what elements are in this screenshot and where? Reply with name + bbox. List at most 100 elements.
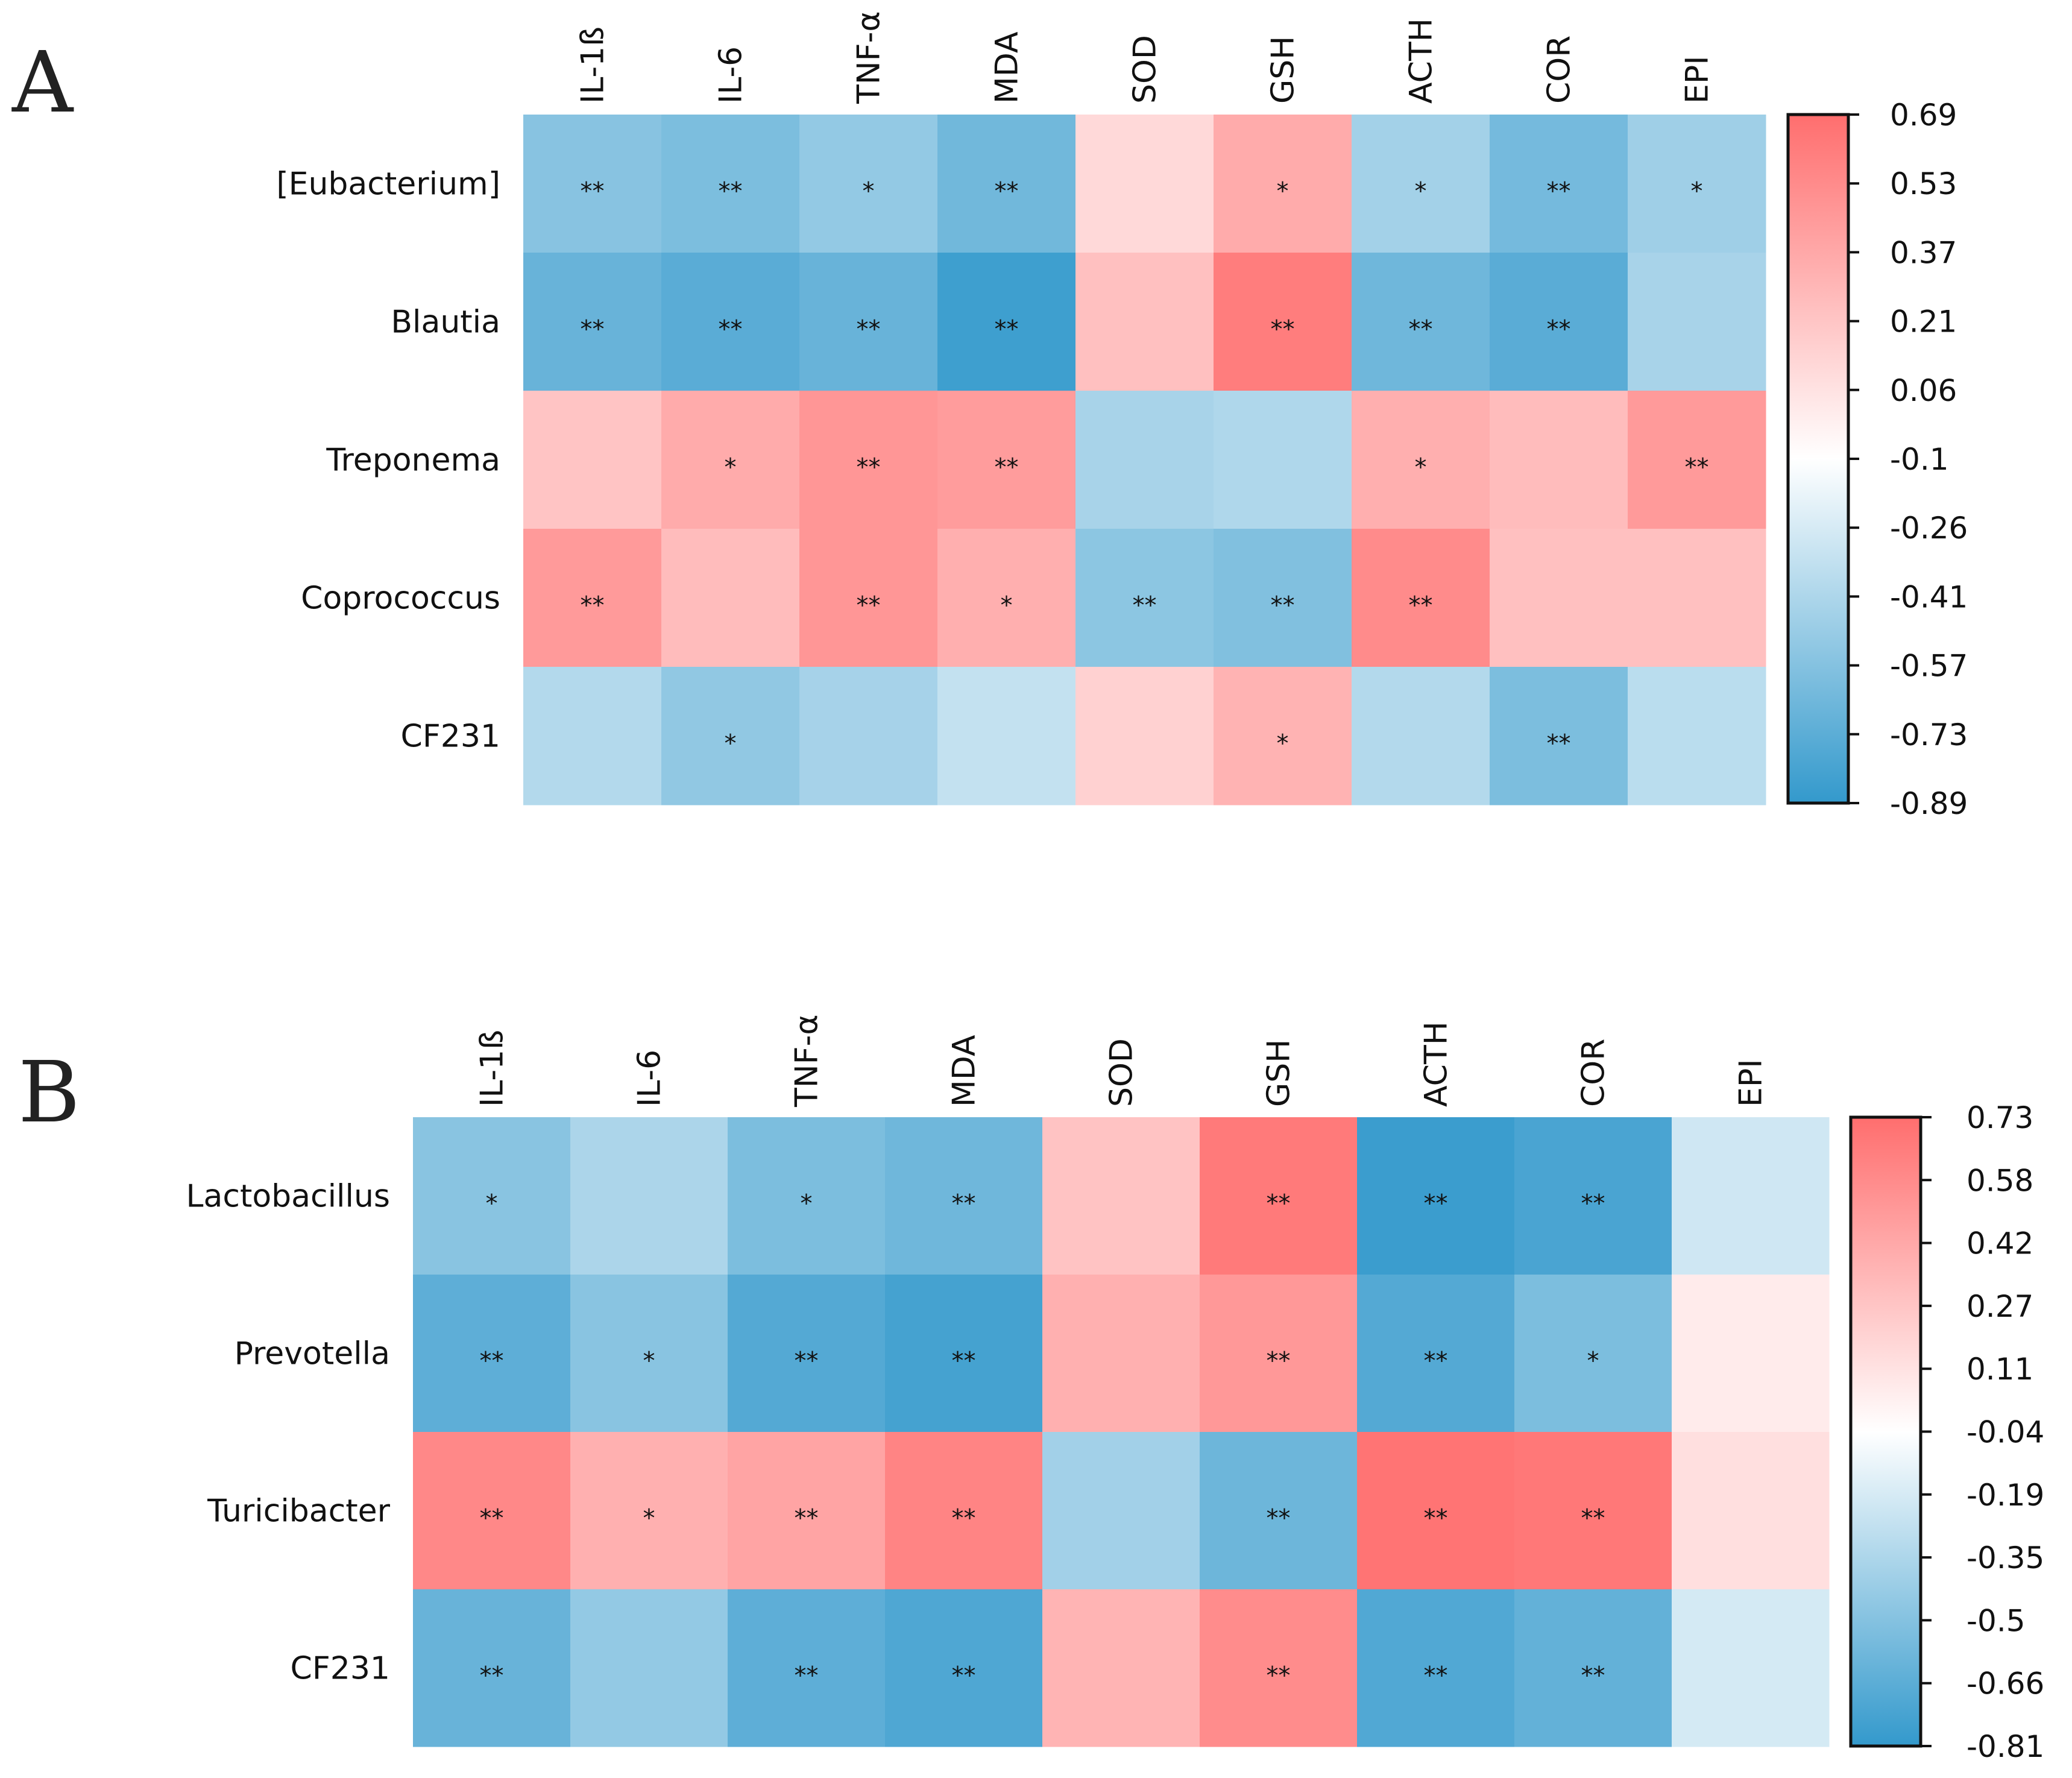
heatmap-cell — [1490, 115, 1628, 253]
column-label: IL-6 — [713, 46, 749, 104]
significance-marker: ** — [480, 1505, 504, 1533]
heatmap-cell — [1514, 1589, 1672, 1747]
heatmap-panel-b: B IL-1ß IL-6 TNF-α MDA SOD GSH ACTH COR EPI Lactob… — [18, 1014, 2044, 1764]
row-label: Turicibacter — [207, 1493, 391, 1530]
significance-marker: ** — [1271, 316, 1295, 344]
column-label: TNF-α — [789, 1014, 825, 1108]
heatmap-cell — [413, 1117, 571, 1275]
significance-marker: * — [725, 730, 737, 758]
heatmap-cell — [885, 1432, 1043, 1590]
significance-marker: ** — [995, 316, 1019, 344]
heatmap-cell — [1352, 667, 1490, 805]
significance-marker: * — [1587, 1348, 1599, 1375]
colorbar-tick-label: -0.26 — [1890, 511, 1968, 546]
significance-marker: ** — [857, 454, 881, 482]
heatmap-cell — [1490, 529, 1628, 667]
heatmap-cell — [1042, 1275, 1200, 1433]
significance-marker: ** — [952, 1662, 976, 1690]
column-label: EPI — [1680, 55, 1716, 104]
significance-marker: * — [643, 1505, 655, 1533]
heatmap-cell — [1075, 529, 1214, 667]
heatmap-cell — [1357, 1589, 1515, 1747]
heatmap-cell — [1672, 1589, 1830, 1747]
significance-marker: ** — [1685, 454, 1709, 482]
colorbar-tick-label: -0.35 — [1967, 1540, 2044, 1575]
significance-marker: ** — [952, 1348, 976, 1375]
heatmap-cell — [1214, 391, 1352, 529]
significance-marker: ** — [1547, 730, 1571, 758]
heatmap-cell — [413, 1275, 571, 1433]
heatmap-cell — [1352, 391, 1490, 529]
heatmap-cell — [937, 529, 1076, 667]
heatmap-cell — [661, 667, 800, 805]
heatmap-cell — [885, 1117, 1043, 1275]
heatmap-cell — [885, 1275, 1043, 1433]
heatmap-cell — [523, 391, 662, 529]
significance-marker: ** — [1581, 1505, 1605, 1533]
heatmap-cell — [661, 529, 800, 667]
significance-marker: ** — [480, 1348, 504, 1375]
significance-marker: ** — [1424, 1505, 1448, 1533]
significance-marker: ** — [581, 592, 605, 620]
significance-marker: * — [863, 178, 875, 206]
heatmap-cell — [1214, 115, 1352, 253]
significance-marker: ** — [581, 316, 605, 344]
heatmap-cell — [1490, 667, 1628, 805]
heatmap-cell — [1352, 115, 1490, 253]
heatmap-cell — [1357, 1275, 1515, 1433]
colorbar-b — [1851, 1117, 1921, 1746]
significance-marker: ** — [1267, 1662, 1291, 1690]
significance-marker: * — [725, 454, 737, 482]
significance-marker: ** — [952, 1190, 976, 1218]
heatmap-cell — [570, 1589, 728, 1747]
heatmap-cell — [523, 115, 662, 253]
heatmap-cell — [1628, 529, 1766, 667]
heatmap-cell — [1514, 1432, 1672, 1590]
heatmap-cell — [523, 253, 662, 391]
heatmap-cell — [1214, 253, 1352, 391]
column-label: COR — [1576, 1039, 1612, 1107]
significance-marker: ** — [1133, 592, 1157, 620]
colorbar-tick-label: -0.66 — [1967, 1666, 2044, 1701]
significance-marker: ** — [480, 1662, 504, 1690]
heatmap-cell — [799, 667, 938, 805]
significance-marker: * — [801, 1190, 813, 1218]
heatmap-cell — [728, 1432, 886, 1590]
heatmap-cell — [1352, 529, 1490, 667]
heatmap-cell — [728, 1589, 886, 1747]
heatmap-cell — [1042, 1117, 1200, 1275]
significance-marker: * — [1277, 730, 1289, 758]
colorbar-tick-label: 0.73 — [1967, 1100, 2033, 1135]
column-label: MDA — [989, 31, 1025, 104]
significance-marker: ** — [857, 592, 881, 620]
row-label: Prevotella — [235, 1336, 390, 1372]
significance-marker: ** — [719, 316, 743, 344]
significance-marker: ** — [1409, 316, 1433, 344]
row-label: Coprococcus — [301, 581, 500, 617]
heatmap-cell — [937, 391, 1076, 529]
heatmap-cell — [1628, 115, 1766, 253]
significance-marker: ** — [1581, 1190, 1605, 1218]
significance-marker: ** — [1267, 1190, 1291, 1218]
heatmap-cell — [1672, 1432, 1830, 1590]
heatmap-cell — [937, 253, 1076, 391]
column-label: ACTH — [1403, 18, 1440, 104]
heatmap-cell — [1357, 1432, 1515, 1590]
colorbar-tick-label: -0.81 — [1967, 1729, 2044, 1764]
heatmap-cell — [937, 667, 1076, 805]
heatmap-cell — [1490, 253, 1628, 391]
heatmap-cell — [799, 115, 938, 253]
significance-marker: ** — [1547, 178, 1571, 206]
significance-marker: ** — [1424, 1190, 1448, 1218]
significance-marker: ** — [952, 1505, 976, 1533]
significance-marker: * — [1415, 178, 1427, 206]
column-label: TNF-α — [851, 11, 887, 104]
significance-marker: ** — [795, 1348, 819, 1375]
heatmap-cell — [799, 529, 938, 667]
colorbar-tick-label: 0.06 — [1890, 373, 1957, 408]
significance-marker: ** — [795, 1662, 819, 1690]
heatmap-cell — [1214, 667, 1352, 805]
row-label: Lactobacillus — [186, 1179, 390, 1215]
column-label: ACTH — [1419, 1021, 1455, 1107]
row-label: CF231 — [401, 719, 500, 755]
